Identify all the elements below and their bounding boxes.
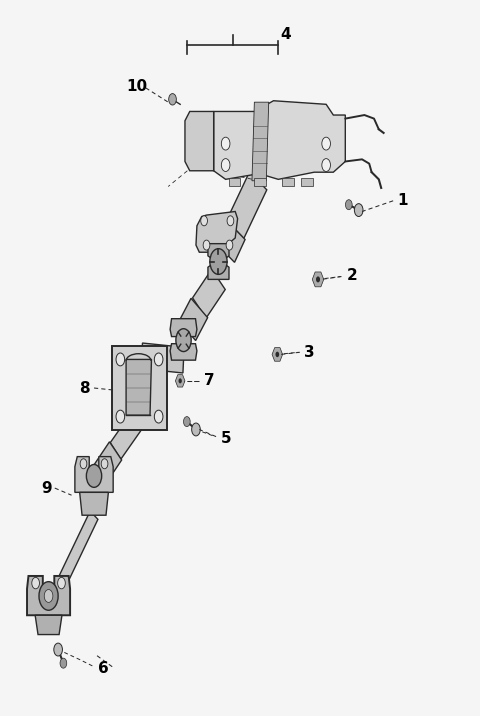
Text: 10: 10 xyxy=(127,79,148,94)
Circle shape xyxy=(276,352,279,357)
Polygon shape xyxy=(227,172,267,238)
Text: 1: 1 xyxy=(397,193,408,208)
Polygon shape xyxy=(208,243,229,260)
Polygon shape xyxy=(175,374,185,387)
Polygon shape xyxy=(185,112,214,171)
Circle shape xyxy=(227,216,234,226)
Circle shape xyxy=(116,353,125,366)
Polygon shape xyxy=(93,442,121,485)
Text: 7: 7 xyxy=(204,373,214,388)
Circle shape xyxy=(176,329,191,352)
Circle shape xyxy=(203,240,210,250)
Text: 3: 3 xyxy=(304,345,315,359)
Text: 9: 9 xyxy=(41,480,51,495)
Circle shape xyxy=(210,248,227,274)
Bar xyxy=(112,346,167,430)
Circle shape xyxy=(179,378,182,383)
Polygon shape xyxy=(312,272,324,287)
Bar xyxy=(301,178,313,186)
Circle shape xyxy=(221,159,230,172)
Polygon shape xyxy=(214,101,345,179)
Circle shape xyxy=(183,417,190,427)
Circle shape xyxy=(322,137,330,150)
Bar xyxy=(282,178,294,186)
Polygon shape xyxy=(208,263,229,279)
Circle shape xyxy=(201,216,207,226)
Circle shape xyxy=(39,581,58,610)
Circle shape xyxy=(192,423,200,436)
Polygon shape xyxy=(179,299,208,341)
Circle shape xyxy=(354,203,363,216)
Text: 6: 6 xyxy=(98,662,109,677)
Circle shape xyxy=(155,353,163,366)
Text: 5: 5 xyxy=(220,430,231,445)
Circle shape xyxy=(346,200,352,210)
Polygon shape xyxy=(192,269,225,318)
Circle shape xyxy=(155,410,163,423)
Polygon shape xyxy=(272,348,283,362)
Circle shape xyxy=(168,94,176,105)
Polygon shape xyxy=(196,211,238,252)
Text: 4: 4 xyxy=(280,27,291,42)
Text: 2: 2 xyxy=(347,268,358,284)
Circle shape xyxy=(32,577,39,589)
Polygon shape xyxy=(80,493,108,516)
Polygon shape xyxy=(110,412,143,459)
Polygon shape xyxy=(52,511,98,599)
Bar xyxy=(254,178,266,186)
Circle shape xyxy=(44,589,53,602)
Polygon shape xyxy=(126,359,152,415)
Polygon shape xyxy=(215,219,245,262)
Circle shape xyxy=(322,159,330,172)
Circle shape xyxy=(80,459,87,469)
Bar xyxy=(228,178,240,186)
Polygon shape xyxy=(35,615,62,634)
Circle shape xyxy=(54,643,62,656)
Polygon shape xyxy=(170,319,197,337)
Polygon shape xyxy=(170,344,197,360)
Circle shape xyxy=(58,577,65,589)
Text: 8: 8 xyxy=(79,380,90,395)
Circle shape xyxy=(226,240,233,250)
Polygon shape xyxy=(252,102,269,180)
Circle shape xyxy=(101,459,108,469)
Polygon shape xyxy=(141,343,184,373)
Circle shape xyxy=(60,658,67,668)
Polygon shape xyxy=(75,457,113,493)
Circle shape xyxy=(86,465,102,488)
Polygon shape xyxy=(27,576,70,615)
Circle shape xyxy=(316,276,320,282)
Circle shape xyxy=(116,410,125,423)
Circle shape xyxy=(221,137,230,150)
